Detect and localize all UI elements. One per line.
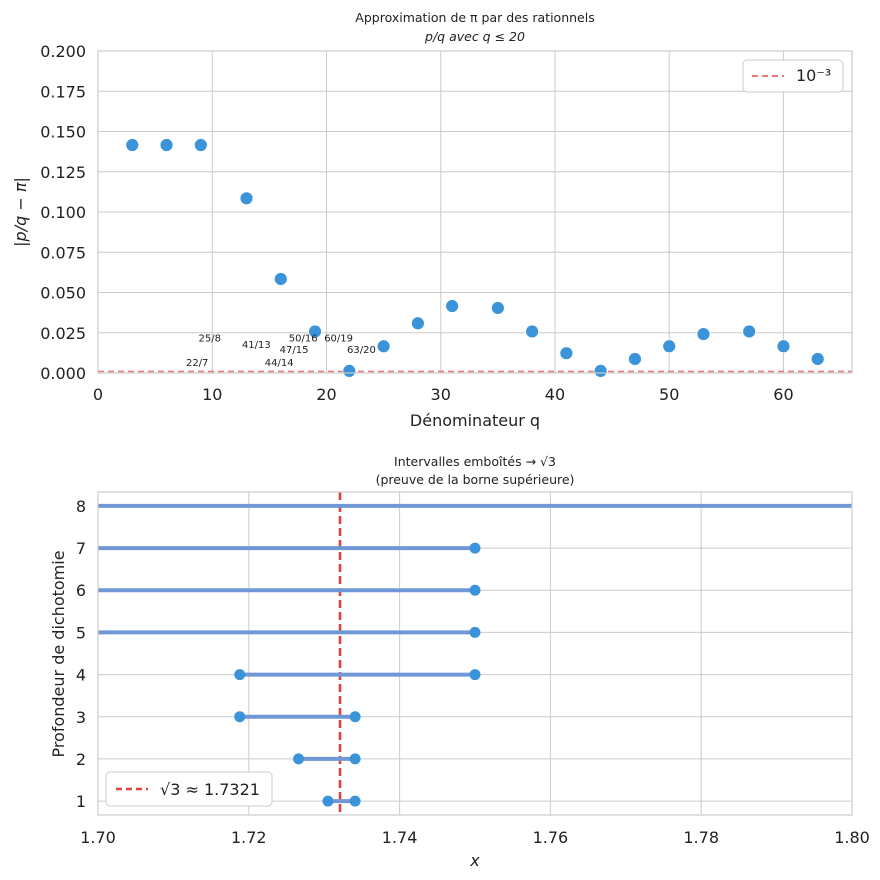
error-point — [810, 352, 825, 366]
interval-lower-point — [322, 795, 334, 807]
fraction-annotation: 44/14 — [265, 358, 294, 369]
bottom-title-line1: Intervalles emboîtés → √3 — [394, 454, 556, 469]
top-y-tick-label: 0.050 — [40, 284, 86, 303]
error-point — [308, 324, 322, 339]
bottom-y-tick-label: 2 — [76, 750, 86, 769]
fraction-annotations: 25/8 41/13 50/16 60/19 47/15 63/20 22/7 44/14 — [186, 334, 376, 369]
nested-intervals — [98, 503, 852, 807]
top-y-tick-label: 0.000 — [40, 364, 86, 383]
top-x-tick-label: 0 — [93, 385, 103, 404]
bottom-x-tick-label: 1.74 — [382, 828, 418, 847]
bottom-y-tick-label: 4 — [76, 666, 86, 685]
bottom-panel: 1.70 1.72 1.74 1.76 1.78 1.80 1 2 3 4 5 6 7 8 Interv… — [49, 454, 870, 870]
fraction-annotation: 60/19 — [324, 334, 353, 345]
error-point — [525, 324, 540, 339]
top-y-tick-label: 0.125 — [40, 163, 86, 182]
top-title-line2: p/q avec q ≤ 20 — [424, 29, 525, 44]
error-point — [193, 138, 208, 152]
error-point — [696, 327, 711, 341]
top-x-tick-label: 10 — [202, 385, 222, 404]
interval-upper-point — [469, 669, 481, 681]
error-point — [376, 339, 391, 354]
top-y-tick-label: 0.100 — [40, 203, 86, 222]
error-point — [662, 339, 677, 354]
fraction-annotation: 41/13 — [242, 340, 271, 351]
bottom-y-tick-label: 7 — [76, 539, 86, 558]
error-point — [410, 316, 425, 331]
top-plot-frame — [97, 50, 853, 374]
top-y-tick-label: 0.200 — [40, 42, 86, 61]
bottom-gridlines — [97, 492, 853, 815]
top-legend: 10⁻³ — [742, 59, 844, 93]
interval-upper-point — [349, 711, 361, 723]
bottom-x-tick-label: 1.70 — [80, 828, 116, 847]
error-point — [125, 138, 140, 152]
bottom-x-tick-labels: 1.70 1.72 1.74 1.76 1.78 1.80 — [80, 828, 870, 847]
error-point — [273, 272, 288, 286]
top-y-tick-label: 0.025 — [40, 324, 86, 343]
bottom-legend-label: √3 ≈ 1.7321 — [160, 780, 260, 799]
top-legend-box — [742, 59, 844, 93]
top-y-tick-label: 0.075 — [40, 243, 86, 262]
bottom-y-axis-label: Profondeur de dichotomie — [49, 550, 68, 757]
fraction-annotation: 50/16 — [289, 334, 318, 345]
bottom-legend: √3 ≈ 1.7321 — [105, 771, 273, 807]
bottom-x-tick-label: 1.76 — [533, 828, 569, 847]
bottom-y-tick-label: 1 — [76, 792, 86, 811]
error-point — [742, 324, 757, 339]
top-y-axis-label: |p/q − π| — [11, 177, 30, 247]
interval-upper-point — [469, 542, 481, 554]
error-point — [159, 138, 174, 152]
bottom-y-tick-label: 6 — [76, 581, 86, 600]
top-panel: 25/8 41/13 50/16 60/19 47/15 63/20 22/7 44/14 0… — [0, 0, 880, 440]
fraction-annotation: 22/7 — [186, 358, 208, 369]
fraction-annotation: 63/20 — [347, 345, 376, 356]
bottom-y-tick-label: 5 — [76, 623, 86, 642]
error-point — [776, 339, 791, 354]
top-title-line1: Approximation de π par des rationnels — [355, 10, 594, 25]
interval-upper-point — [349, 795, 361, 807]
error-point — [593, 364, 608, 378]
interval-upper-point — [469, 584, 481, 596]
top-x-tick-label: 30 — [431, 385, 451, 404]
bottom-y-tick-labels: 1 2 3 4 5 6 7 8 — [76, 497, 86, 811]
top-x-tick-label: 40 — [545, 385, 565, 404]
bottom-x-tick-label: 1.80 — [834, 828, 870, 847]
bottom-x-tick-label: 1.78 — [683, 828, 719, 847]
top-legend-label: 10⁻³ — [796, 66, 831, 85]
top-y-tick-labels: 0.000 0.025 0.050 0.075 0.100 0.125 0.150 0.175… — [40, 42, 86, 383]
error-point — [342, 364, 357, 378]
top-x-tick-label: 60 — [773, 385, 793, 404]
bottom-legend-box — [105, 771, 273, 807]
top-x-axis-label: Dénominateur q — [410, 411, 540, 430]
error-point — [628, 352, 642, 366]
top-y-tick-label: 0.150 — [40, 123, 86, 142]
error-point — [559, 346, 574, 361]
interval-lower-point — [234, 669, 246, 681]
bottom-title-line2: (preuve de la borne supérieure) — [376, 472, 575, 487]
error-point — [239, 191, 254, 206]
interval-upper-point — [469, 626, 481, 638]
top-x-tick-label: 50 — [659, 385, 679, 404]
top-x-tick-labels: 0 10 20 30 40 50 60 — [93, 385, 794, 404]
bottom-y-tick-label: 8 — [76, 497, 86, 516]
error-point — [445, 299, 460, 313]
interval-lower-point — [293, 753, 305, 765]
bottom-y-tick-label: 3 — [76, 708, 86, 727]
error-points — [125, 138, 825, 378]
fraction-annotation: 25/8 — [199, 334, 221, 345]
bottom-x-axis-label: x — [469, 851, 480, 870]
fraction-annotation: 47/15 — [280, 345, 309, 356]
top-x-tick-label: 20 — [316, 385, 336, 404]
top-y-tick-label: 0.175 — [40, 82, 86, 101]
error-point — [490, 301, 505, 315]
interval-upper-point — [349, 753, 361, 765]
top-panel-background — [0, 0, 880, 440]
bottom-x-tick-label: 1.72 — [231, 828, 267, 847]
bottom-plot-frame — [97, 491, 853, 816]
interval-lower-point — [234, 711, 246, 723]
